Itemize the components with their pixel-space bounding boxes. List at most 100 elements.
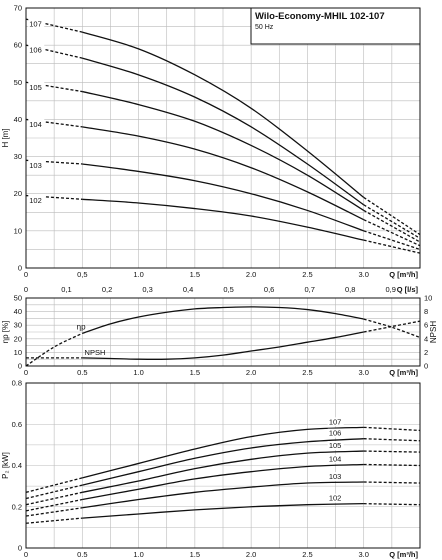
x2-axis-label: Q [l/s]	[397, 285, 419, 294]
series-line-104	[363, 219, 421, 247]
y-tick-label: 10	[14, 348, 22, 357]
series-line-102	[82, 503, 364, 519]
x-tick-label: 2.5	[302, 270, 312, 279]
series-label-bg	[327, 417, 344, 427]
y-right-tick-label: 0	[424, 362, 428, 371]
series-line-105	[82, 450, 364, 493]
x2-tick-label: 0,6	[264, 285, 274, 294]
power-panel: 0 0.5 1.0 1.5 2.0 2.5 3.0 0 0.2 0.4 0.6 0.8 P₂ [kW] Q…	[1, 379, 421, 559]
y-tick-label: 0	[18, 544, 22, 553]
series-line-107	[363, 426, 421, 432]
y-tick-label: 0	[18, 264, 22, 273]
series-label: 102	[29, 196, 42, 205]
x-tick-label: 3.0	[358, 550, 368, 559]
x-tick-label: 1.0	[133, 368, 143, 377]
series-label: 105	[29, 83, 42, 92]
x-tick-label: 2.5	[302, 368, 312, 377]
x2-tick-label: 0,9	[386, 285, 396, 294]
x-tick-label: 1.0	[133, 270, 143, 279]
x-axis-label: Q [m³/h]	[389, 270, 418, 279]
series-label-bg	[327, 428, 344, 438]
y-tick-label: 0.8	[12, 379, 22, 388]
x-axis-label: Q [m³/h]	[389, 550, 418, 559]
y-tick-label: 40	[14, 307, 22, 316]
series-line-103	[82, 163, 364, 232]
series-label: 106	[29, 46, 42, 55]
series-label: 107	[329, 417, 342, 426]
x2-tick-label: 0,5	[223, 285, 233, 294]
series-line-106	[363, 204, 421, 239]
series-line-p	[82, 306, 364, 334]
chart-subtitle: 50 Hz	[255, 24, 274, 31]
x-tick-label: 1.0	[133, 550, 143, 559]
series-line-102	[363, 503, 421, 506]
x-tick-label: 0	[24, 550, 28, 559]
x2-tick-label: 0,4	[183, 285, 193, 294]
series-line-p	[25, 332, 83, 367]
series-label-bg	[28, 44, 45, 55]
y-right-tick-label: 10	[424, 294, 432, 303]
series-label-bg	[28, 18, 45, 29]
y-tick-label: 0	[18, 362, 22, 371]
series-label-bg	[327, 454, 344, 464]
x-tick-label: 0.5	[77, 550, 87, 559]
plot-frame	[25, 297, 421, 367]
y-right-tick-label: 4	[424, 334, 428, 343]
y-right-tick-label: 8	[424, 307, 428, 316]
series-label: 105	[329, 441, 342, 450]
series-label: 104	[329, 454, 342, 463]
series-line-105	[363, 209, 421, 243]
x-tick-label: 1.5	[190, 550, 200, 559]
x-tick-label: 3.0	[358, 270, 368, 279]
y-tick-label: 50	[14, 294, 22, 303]
y-tick-label: 30	[14, 152, 22, 161]
series-line-106	[363, 438, 421, 442]
series-line-106	[82, 438, 364, 486]
x2-tick-label: 0	[24, 285, 28, 294]
x-tick-label: 1.5	[190, 368, 200, 377]
series-label: 103	[329, 472, 342, 481]
y-tick-label: 40	[14, 115, 22, 124]
x2-tick-label: 0,1	[61, 285, 71, 294]
series-line-p	[363, 318, 421, 339]
y-tick-label: 10	[14, 226, 22, 235]
series-label: 102	[329, 494, 342, 503]
y-right-tick-label: 6	[424, 321, 428, 330]
plot-frame	[25, 7, 421, 269]
series-line-103	[363, 481, 421, 484]
series-label-bg	[327, 441, 344, 451]
y-tick-label: 20	[14, 189, 22, 198]
x2-tick-label: 0,2	[102, 285, 112, 294]
y-tick-label: 0.2	[12, 502, 22, 511]
x-axis-label: Q [m³/h]	[389, 368, 418, 377]
chart-title: Wilo-Economy-MHIL 102-107	[255, 11, 385, 22]
series-label-bg	[28, 118, 45, 129]
series-label: 106	[329, 429, 342, 438]
x-tick-label: 0	[24, 270, 28, 279]
series-label: 107	[29, 20, 42, 29]
y-tick-label: 0.4	[12, 461, 22, 470]
title-box: Wilo-Economy-MHIL 102-107 50 Hz	[250, 7, 421, 45]
series-line-103	[363, 230, 421, 251]
series-line-104	[82, 463, 364, 501]
x-tick-label: 0.5	[77, 368, 87, 377]
y-right-axis-label: NPSH	[429, 321, 438, 343]
x-tick-label: 1.5	[190, 270, 200, 279]
series-label-bg	[28, 81, 45, 92]
y-tick-label: 20	[14, 334, 22, 343]
x-tick-label: 2.0	[246, 270, 256, 279]
series-label: 103	[29, 161, 42, 170]
series-line-107	[82, 426, 364, 479]
x-tick-label: 2.5	[302, 550, 312, 559]
series-label: NPSH	[85, 348, 106, 357]
series-label: ηp	[77, 322, 86, 331]
y-tick-label: 0.6	[12, 420, 22, 429]
series-line-104	[363, 463, 421, 467]
series-line-102	[82, 198, 364, 241]
y-axis-label: P₂ [kW]	[1, 452, 10, 479]
series-label-bg	[327, 493, 344, 503]
series-line-105	[363, 450, 421, 453]
